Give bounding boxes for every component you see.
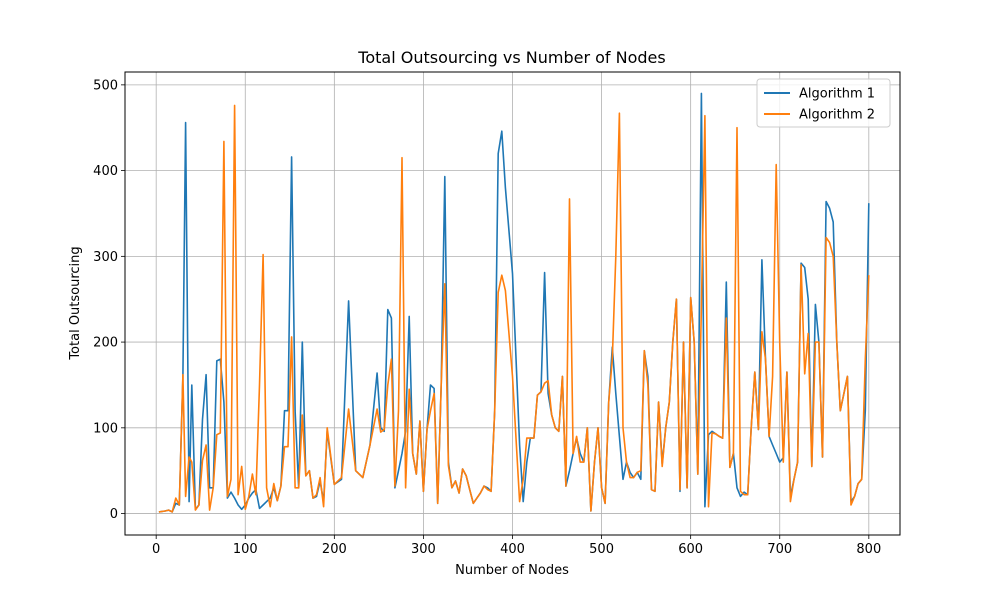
x-tick-label: 300 xyxy=(411,542,436,557)
series-lines xyxy=(158,92,870,513)
x-axis-label: Number of Nodes xyxy=(455,563,569,578)
legend-label-algorithm-2: Algorithm 2 xyxy=(799,108,875,123)
y-axis-label: Total Outsourcing xyxy=(68,246,83,360)
legend-label-algorithm-1: Algorithm 1 xyxy=(799,87,875,102)
chart-title: Total Outsourcing vs Number of Nodes xyxy=(357,48,665,67)
series-line-algorithm-2 xyxy=(158,104,870,513)
x-tick-label: 200 xyxy=(322,542,347,557)
x-tick-label: 500 xyxy=(589,542,614,557)
y-tick-label: 500 xyxy=(93,78,118,93)
axis-ticks: 0 100 200 300 400 500 600 700 800 0 100 200 300 400 50… xyxy=(93,78,881,557)
y-tick-label: 100 xyxy=(93,421,118,436)
x-tick-label: 800 xyxy=(856,542,881,557)
y-tick-label: 400 xyxy=(93,164,118,179)
x-tick-label: 400 xyxy=(500,542,525,557)
x-tick-label: 600 xyxy=(678,542,703,557)
grid-lines xyxy=(125,72,900,535)
x-tick-label: 0 xyxy=(152,542,160,557)
y-tick-label: 0 xyxy=(110,507,118,522)
x-tick-label: 700 xyxy=(767,542,792,557)
x-tick-label: 100 xyxy=(233,542,258,557)
y-tick-label: 200 xyxy=(93,336,118,351)
legend: Algorithm 1 Algorithm 2 xyxy=(756,78,891,128)
y-tick-label: 300 xyxy=(93,250,118,265)
legend-box xyxy=(756,78,891,128)
